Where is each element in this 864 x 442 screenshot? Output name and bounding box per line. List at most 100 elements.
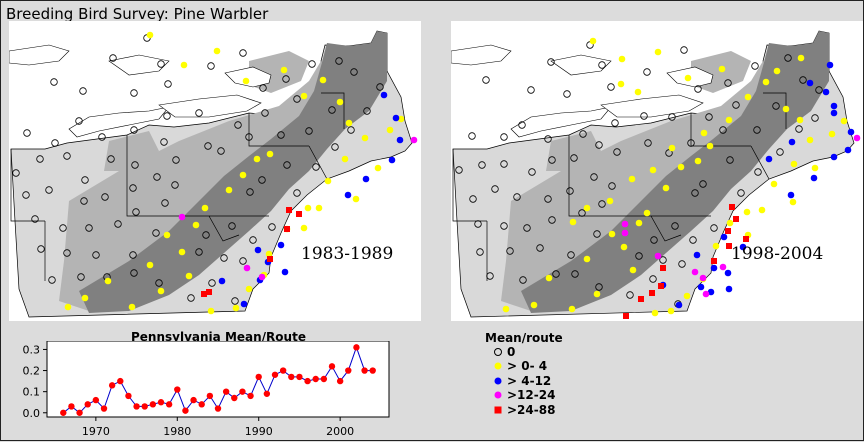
- route-zero-marker: [635, 252, 643, 260]
- data-point: [353, 344, 360, 351]
- route-zero-marker: [268, 223, 276, 231]
- route-low-marker: [104, 277, 112, 285]
- data-point: [68, 403, 75, 410]
- route-low-marker: [157, 287, 165, 295]
- route-zero-marker: [376, 83, 384, 91]
- route-zero-marker: [607, 83, 615, 91]
- route-zero-marker: [680, 46, 688, 54]
- route-zero-marker: [566, 187, 574, 195]
- route-low-marker: [341, 155, 349, 163]
- route-zero-marker: [468, 132, 476, 140]
- map-period-label-1: 1983-1989: [301, 244, 394, 264]
- route-very-high-marker: [206, 289, 212, 295]
- route-zero-marker: [668, 113, 676, 121]
- route-zero-marker: [231, 297, 239, 305]
- route-low-marker: [345, 119, 353, 127]
- route-zero-marker: [476, 248, 484, 256]
- route-zero-marker: [293, 95, 301, 103]
- route-zero-marker: [613, 148, 621, 156]
- route-medium-marker: [388, 156, 396, 164]
- lake: [158, 94, 262, 118]
- route-zero-marker: [132, 208, 140, 216]
- route-low-marker: [667, 307, 675, 315]
- route-low-marker: [163, 231, 171, 239]
- red-square-icon: [494, 406, 502, 414]
- route-zero-marker: [130, 269, 138, 277]
- route-zero-marker: [331, 143, 339, 151]
- route-zero-marker: [12, 169, 20, 177]
- route-high-marker: [691, 268, 699, 276]
- route-low-marker: [694, 157, 702, 165]
- route-zero-marker: [518, 121, 526, 129]
- state-border: [208, 215, 240, 242]
- route-zero-marker: [579, 130, 587, 138]
- data-point: [222, 388, 230, 395]
- route-low-marker: [620, 243, 628, 251]
- state-border: [750, 145, 770, 180]
- route-zero-marker: [328, 106, 336, 114]
- magenta-dot-icon: [494, 391, 502, 399]
- route-zero-marker: [678, 260, 686, 268]
- abundance-zone-dark: [79, 31, 387, 313]
- route-zero-marker: [772, 102, 780, 110]
- route-zero-marker: [811, 114, 819, 122]
- route-zero-marker: [195, 248, 203, 256]
- route-zero-marker: [598, 200, 606, 208]
- x-tick-label: 1990: [245, 425, 273, 438]
- route-low-marker: [744, 93, 752, 101]
- route-zero-marker: [37, 245, 45, 253]
- route-zero-marker: [650, 236, 658, 244]
- route-low-marker: [232, 304, 240, 312]
- route-zero-marker: [245, 133, 253, 141]
- route-zero-marker: [129, 184, 137, 192]
- route-zero-marker: [593, 230, 601, 238]
- abundance-zone-light: [59, 61, 327, 311]
- lake: [9, 44, 70, 66]
- data-point: [320, 375, 328, 383]
- route-zero-marker: [737, 189, 745, 197]
- route-low-marker: [634, 88, 642, 96]
- data-point: [369, 367, 376, 374]
- route-medium-marker: [254, 246, 262, 254]
- route-low-marker: [706, 142, 714, 150]
- route-zero-marker: [312, 163, 320, 171]
- y-tick-label: 0.0: [23, 407, 41, 420]
- route-zero-marker: [246, 188, 254, 196]
- route-zero-marker: [228, 222, 236, 230]
- route-zero-marker: [347, 126, 355, 134]
- abundance-zone-light: [104, 131, 159, 171]
- route-medium-marker: [765, 155, 773, 163]
- route-zero-marker: [570, 154, 578, 162]
- route-low-marker: [225, 186, 233, 194]
- route-low-marker: [726, 219, 734, 227]
- route-medium-marker: [830, 153, 838, 161]
- route-zero-marker: [500, 222, 508, 230]
- route-medium-marker: [725, 285, 733, 293]
- route-low-marker: [758, 206, 766, 214]
- route-zero-marker: [202, 231, 210, 239]
- route-zero-marker: [649, 275, 657, 283]
- legend-item-very-high: >24-88: [494, 403, 555, 417]
- legend-item-medium: > 4-12: [494, 374, 551, 388]
- route-zero-marker: [164, 80, 172, 88]
- route-zero-marker: [640, 112, 648, 120]
- y-tick-label: 0.2: [23, 365, 41, 378]
- route-low-marker: [361, 134, 369, 142]
- route-low-marker: [245, 285, 253, 293]
- route-zero-marker: [172, 156, 180, 164]
- route-high-marker: [719, 263, 727, 271]
- route-low-marker: [684, 74, 692, 82]
- data-point: [345, 367, 352, 374]
- legend-item-zero: 0: [494, 345, 515, 359]
- route-zero-marker: [308, 60, 316, 68]
- route-zero-marker: [161, 199, 169, 207]
- route-medium-marker: [788, 138, 796, 146]
- route-low-marker: [593, 290, 601, 298]
- data-point: [182, 407, 189, 414]
- route-low-marker: [651, 309, 659, 317]
- pennsylvania-trend-chart: 0.0 0.1 0.2 0.3 1970 1980 1990 2000: [23, 341, 390, 438]
- route-low-marker: [253, 155, 261, 163]
- route-zero-marker: [694, 85, 702, 93]
- route-low-marker: [700, 129, 708, 137]
- plot-area: [46, 341, 390, 418]
